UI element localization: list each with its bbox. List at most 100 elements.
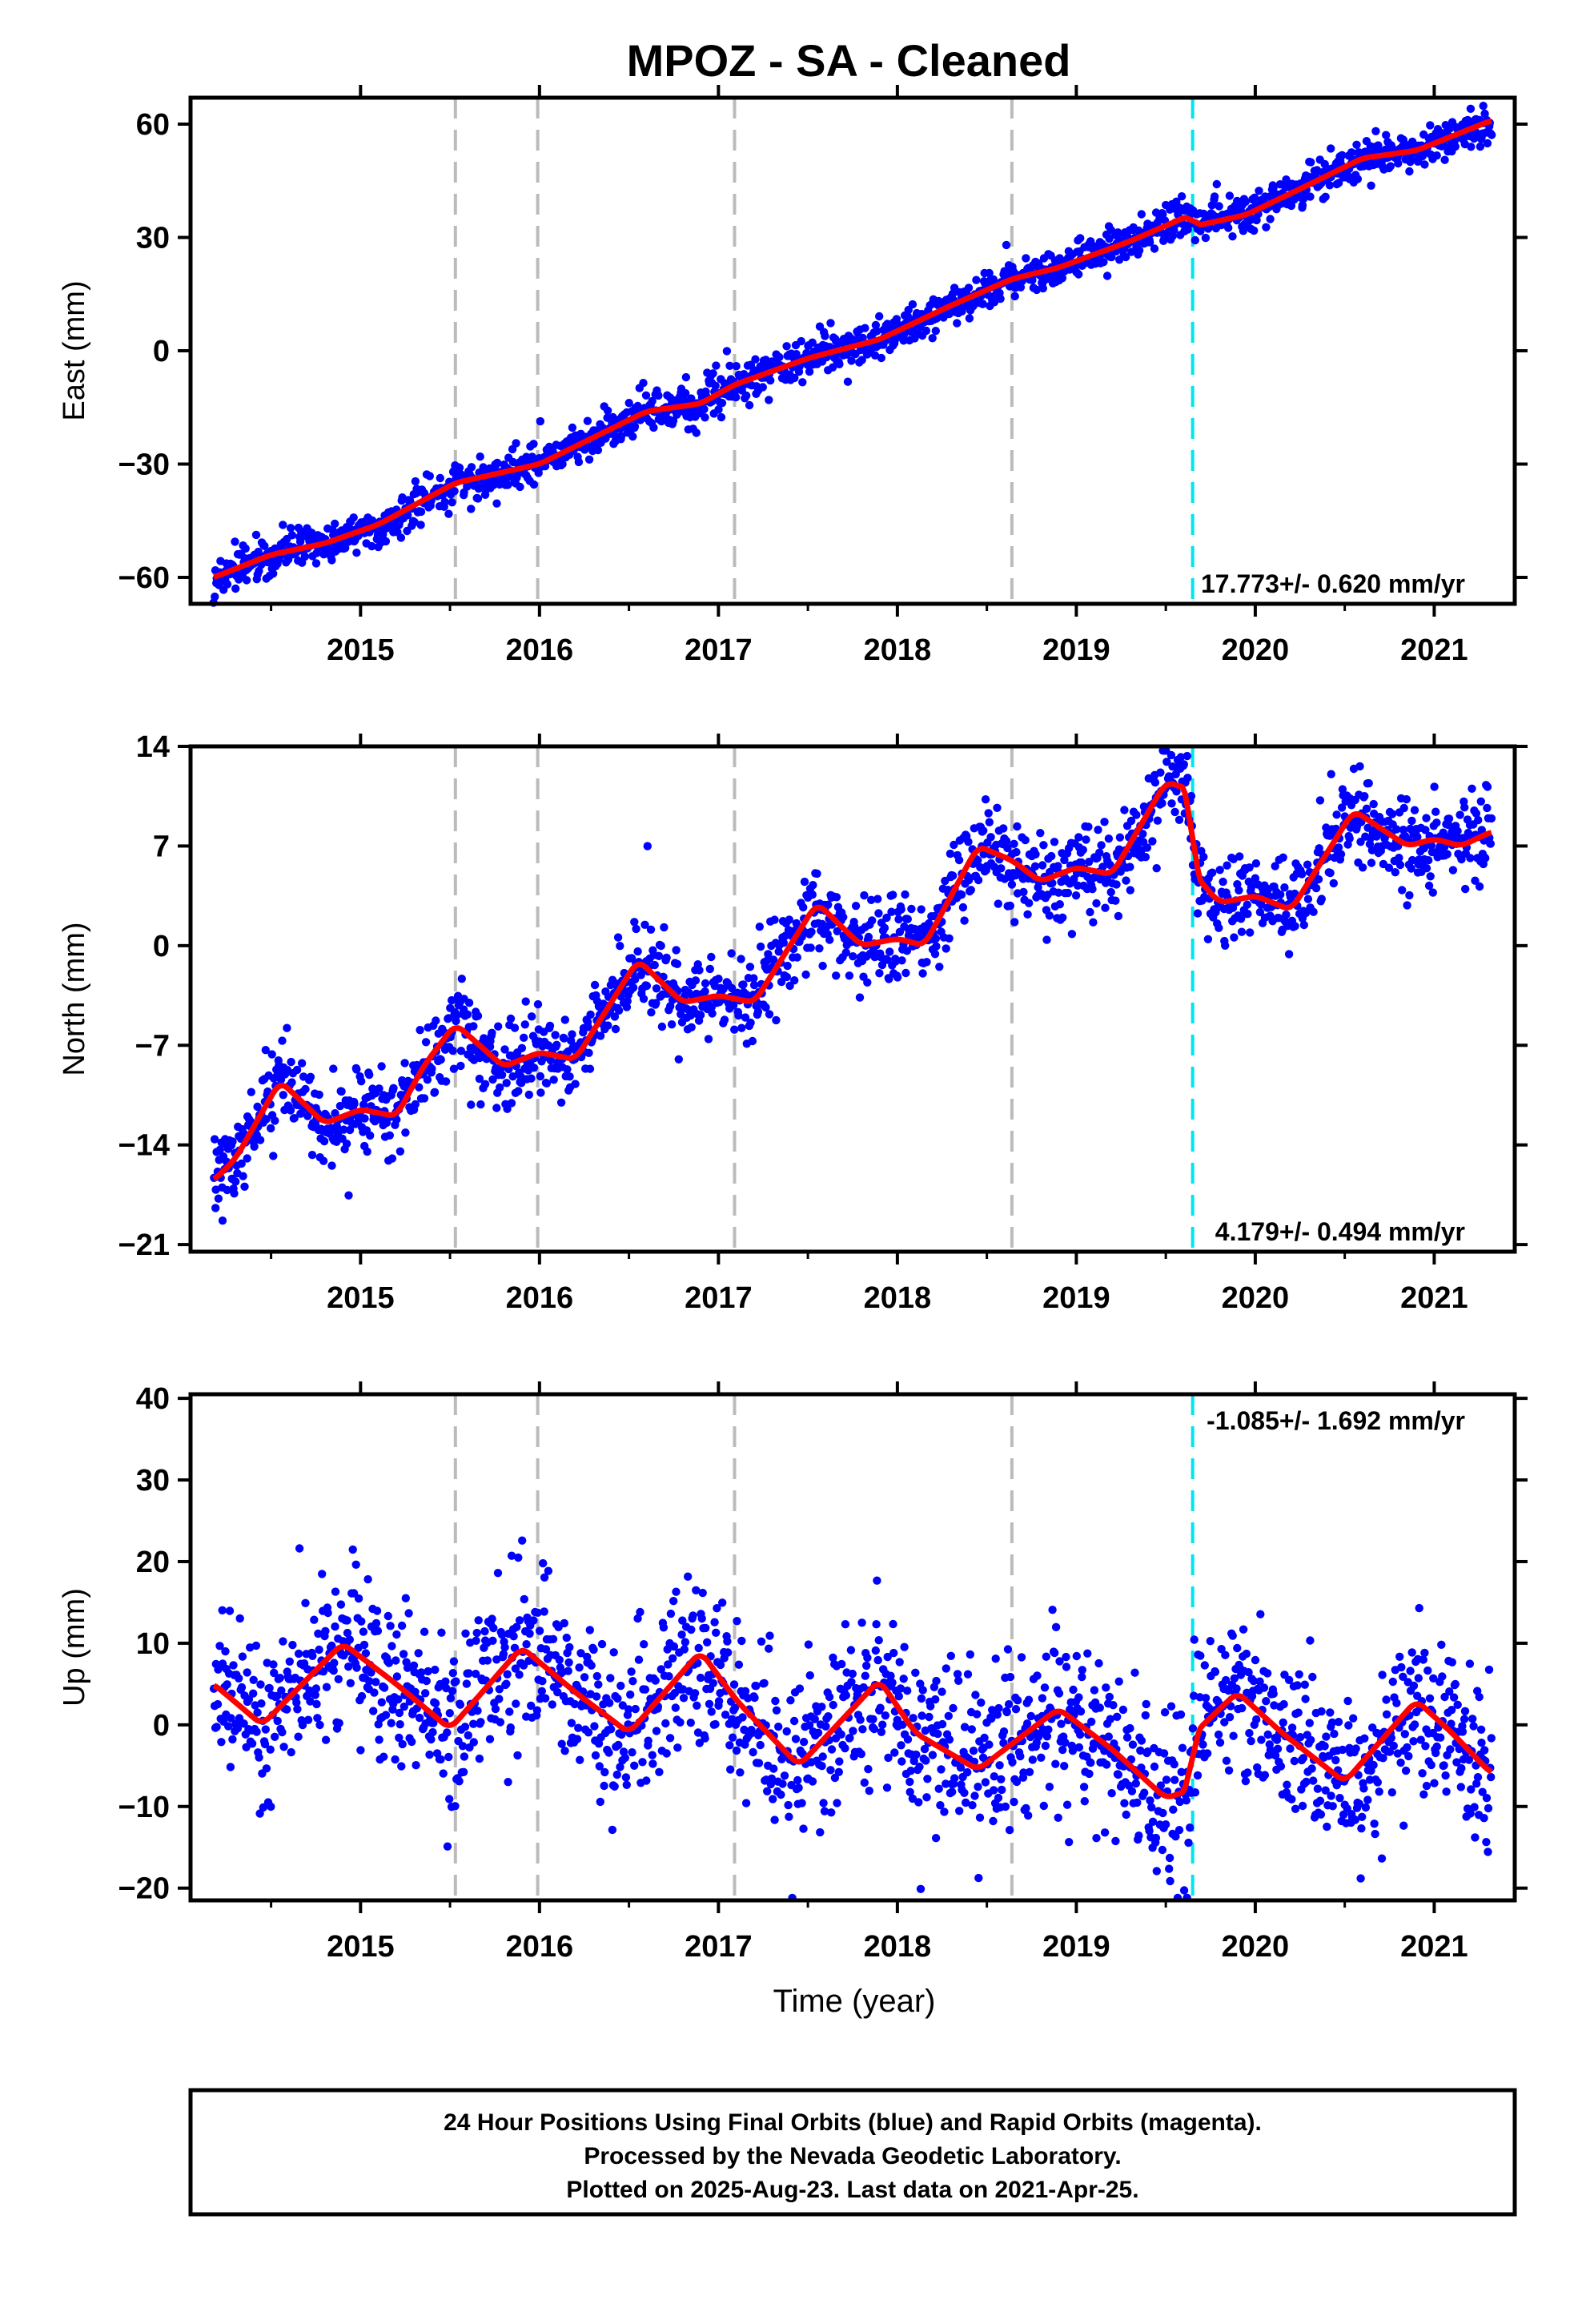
up-data-point	[1321, 1786, 1330, 1795]
up-data-point	[662, 1749, 671, 1758]
up-data-point	[321, 1735, 331, 1744]
north-data-point	[223, 1185, 231, 1195]
north-data-point	[1089, 918, 1098, 927]
north-data-point	[1025, 899, 1034, 907]
east-data-point	[1334, 179, 1343, 187]
east-data-point	[1287, 201, 1296, 211]
north-data-point	[441, 1077, 451, 1086]
north-x-tick-label: 2017	[685, 1281, 753, 1315]
up-data-point	[1001, 1802, 1010, 1811]
north-data-point	[297, 1059, 307, 1068]
up-data-point	[1188, 1724, 1198, 1733]
up-data-point	[361, 1649, 371, 1658]
up-data-point	[381, 1711, 391, 1719]
up-data-point	[1042, 1652, 1051, 1661]
up-data-point	[679, 1694, 689, 1703]
up-data-point	[1041, 1741, 1050, 1751]
up-data-point	[1175, 1797, 1185, 1807]
east-data-point	[410, 517, 419, 527]
north-data-point	[1428, 888, 1438, 897]
up-data-point	[379, 1752, 388, 1761]
north-data-point	[704, 1035, 713, 1043]
north-data-point	[1114, 911, 1123, 921]
up-data-point	[1317, 1707, 1326, 1716]
north-data-point	[958, 903, 968, 912]
north-data-point	[1336, 850, 1346, 858]
up-data-point	[537, 1687, 546, 1695]
north-data-point	[1058, 913, 1067, 923]
up-data-point	[1075, 1730, 1085, 1739]
up-data-point	[1083, 1649, 1092, 1658]
north-data-point	[954, 855, 964, 865]
up-data-point	[1190, 1635, 1199, 1644]
up-data-point	[608, 1825, 617, 1835]
east-data-point	[1137, 210, 1146, 219]
up-data-point	[354, 1594, 363, 1603]
up-data-point	[1060, 1762, 1069, 1771]
up-data-point	[1301, 1695, 1310, 1703]
north-data-point	[945, 934, 954, 943]
up-data-point	[318, 1570, 327, 1578]
up-data-point	[292, 1698, 301, 1707]
up-data-point	[937, 1765, 946, 1774]
up-data-point	[262, 1764, 271, 1773]
north-data-point	[891, 957, 900, 966]
north-data-point	[401, 1128, 410, 1137]
north-fit-line	[212, 781, 1492, 1181]
up-data-point	[712, 1628, 721, 1638]
north-data-point	[614, 1006, 624, 1015]
up-data-point	[379, 1683, 389, 1692]
north-data-point	[806, 943, 815, 952]
up-data-point	[968, 1801, 977, 1810]
north-plot-frame	[188, 744, 1517, 1254]
up-data-point	[391, 1656, 400, 1665]
north-data-point	[1179, 760, 1189, 769]
north-data-point	[494, 1022, 503, 1031]
up-data-point	[1004, 1700, 1014, 1709]
east-data-point	[805, 367, 814, 376]
up-data-point	[967, 1725, 977, 1734]
east-data-point	[242, 576, 251, 585]
east-data-point	[1405, 167, 1414, 176]
up-data-point	[314, 1629, 323, 1638]
north-data-point	[662, 953, 671, 963]
north-data-point	[1427, 841, 1436, 850]
north-x-tick-label: 2020	[1222, 1281, 1290, 1315]
up-data-point	[1176, 1710, 1186, 1719]
up-data-point	[669, 1654, 677, 1663]
north-data-point	[1221, 941, 1230, 951]
up-data-point	[1019, 1768, 1028, 1777]
north-data-point	[1257, 900, 1266, 909]
up-data-point	[846, 1646, 856, 1655]
up-data-point	[287, 1747, 295, 1757]
east-data-point	[835, 360, 844, 368]
up-data-point	[665, 1734, 675, 1743]
up-data-point	[349, 1589, 359, 1598]
up-data-point	[525, 1629, 534, 1638]
up-data-point	[535, 1626, 544, 1635]
up-data-point	[821, 1722, 830, 1731]
up-data-point	[1171, 1832, 1180, 1841]
up-data-point	[473, 1707, 482, 1715]
east-data-point	[792, 350, 801, 359]
up-data-point	[960, 1723, 970, 1731]
north-data-point	[741, 990, 751, 999]
up-data-point	[849, 1727, 857, 1735]
north-data-point	[303, 1112, 312, 1120]
up-data-point	[253, 1708, 262, 1717]
up-data-point	[1271, 1751, 1280, 1760]
up-data-point	[1005, 1826, 1014, 1835]
north-data-point	[342, 1140, 351, 1148]
up-data-point	[1057, 1719, 1066, 1728]
up-data-point	[1182, 1796, 1191, 1805]
north-data-point	[931, 934, 941, 943]
up-data-point	[580, 1673, 589, 1682]
up-data-point	[701, 1734, 709, 1743]
east-data-point	[630, 422, 640, 431]
up-data-point	[784, 1800, 793, 1810]
up-data-point	[1305, 1719, 1315, 1727]
north-data-point	[815, 944, 824, 953]
up-data-point	[1128, 1740, 1138, 1749]
up-data-point	[1042, 1732, 1052, 1741]
up-data-point	[311, 1684, 321, 1693]
